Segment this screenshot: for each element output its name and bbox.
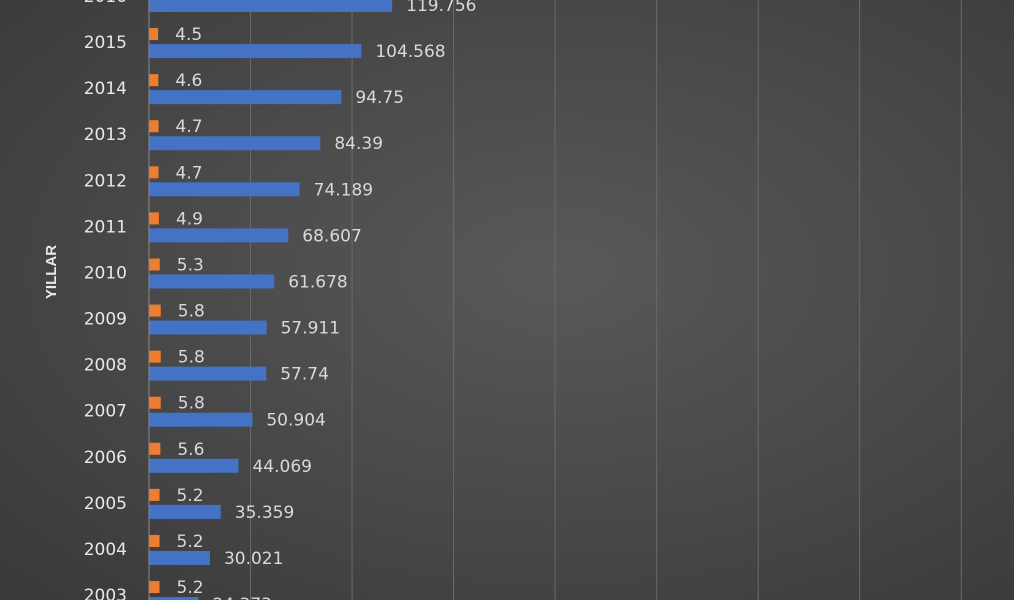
data-label: 4.9 [176, 209, 203, 229]
bar [149, 274, 275, 289]
data-label: 74.189 [314, 180, 373, 200]
bar [149, 550, 210, 565]
data-label: 57.74 [280, 365, 329, 385]
y-tick-label: 2015 [84, 33, 127, 53]
bar [149, 166, 159, 179]
bar [149, 597, 199, 600]
bar [149, 258, 160, 271]
data-label: 5.2 [177, 532, 204, 552]
bar [149, 320, 267, 335]
data-label: 5.8 [178, 394, 205, 414]
data-label: 4.7 [176, 117, 203, 137]
data-label: 44.069 [252, 457, 311, 477]
y-tick-label: 2012 [84, 171, 127, 191]
data-label: 5.8 [178, 302, 205, 322]
bar [149, 28, 159, 41]
y-tick-label: 2013 [84, 125, 127, 145]
y-tick-label: 2011 [84, 217, 127, 237]
bar [149, 44, 362, 59]
data-label: 30.021 [224, 549, 283, 569]
bar [149, 412, 253, 427]
bar [149, 366, 267, 381]
data-label: 5.6 [177, 440, 204, 460]
data-label: 61.678 [288, 272, 347, 292]
bar [149, 504, 221, 519]
y-tick-label: 2010 [84, 263, 127, 283]
y-tick-label: 2004 [84, 540, 127, 560]
bar [149, 534, 160, 547]
data-label: 50.904 [266, 411, 325, 431]
bar [149, 458, 239, 473]
data-label: 104.568 [375, 42, 445, 62]
data-label: 5.2 [177, 578, 204, 598]
bar [149, 136, 321, 151]
bar [149, 212, 159, 225]
bar [149, 304, 161, 317]
y-tick-label: 2005 [84, 494, 127, 514]
bar [149, 74, 159, 87]
y-axis-title: YILLAR [43, 245, 60, 299]
data-label: 68.607 [302, 226, 361, 246]
data-label: 4.7 [176, 163, 203, 183]
y-tick-label: 2009 [84, 310, 127, 330]
bar [149, 120, 159, 133]
data-label: 94.75 [355, 88, 404, 108]
bar [149, 0, 393, 12]
data-label: 35.359 [235, 503, 294, 523]
y-tick-label: 2007 [84, 402, 127, 422]
bar [149, 442, 161, 455]
y-tick-label: 2016 [84, 0, 127, 7]
bar [149, 488, 160, 501]
bar [149, 396, 161, 409]
data-label: 5.2 [177, 486, 204, 506]
y-tick-label: 2003 [84, 586, 127, 600]
data-label: 5.8 [178, 348, 205, 368]
bar [149, 90, 342, 105]
data-label: 24.373 [212, 595, 271, 600]
bar [149, 228, 289, 243]
bar [149, 350, 161, 363]
bar [149, 581, 160, 594]
y-tick-label: 2008 [84, 356, 127, 376]
y-tick-label: 2006 [84, 448, 127, 468]
data-label: 84.39 [334, 134, 383, 154]
data-label: 4.5 [175, 25, 202, 45]
data-label: 119.756 [406, 0, 476, 16]
y-tick-label: 2014 [84, 79, 127, 99]
data-label: 4.6 [175, 71, 202, 91]
data-label: 57.911 [281, 319, 340, 339]
bar [149, 182, 300, 197]
data-label: 5.3 [177, 255, 204, 275]
